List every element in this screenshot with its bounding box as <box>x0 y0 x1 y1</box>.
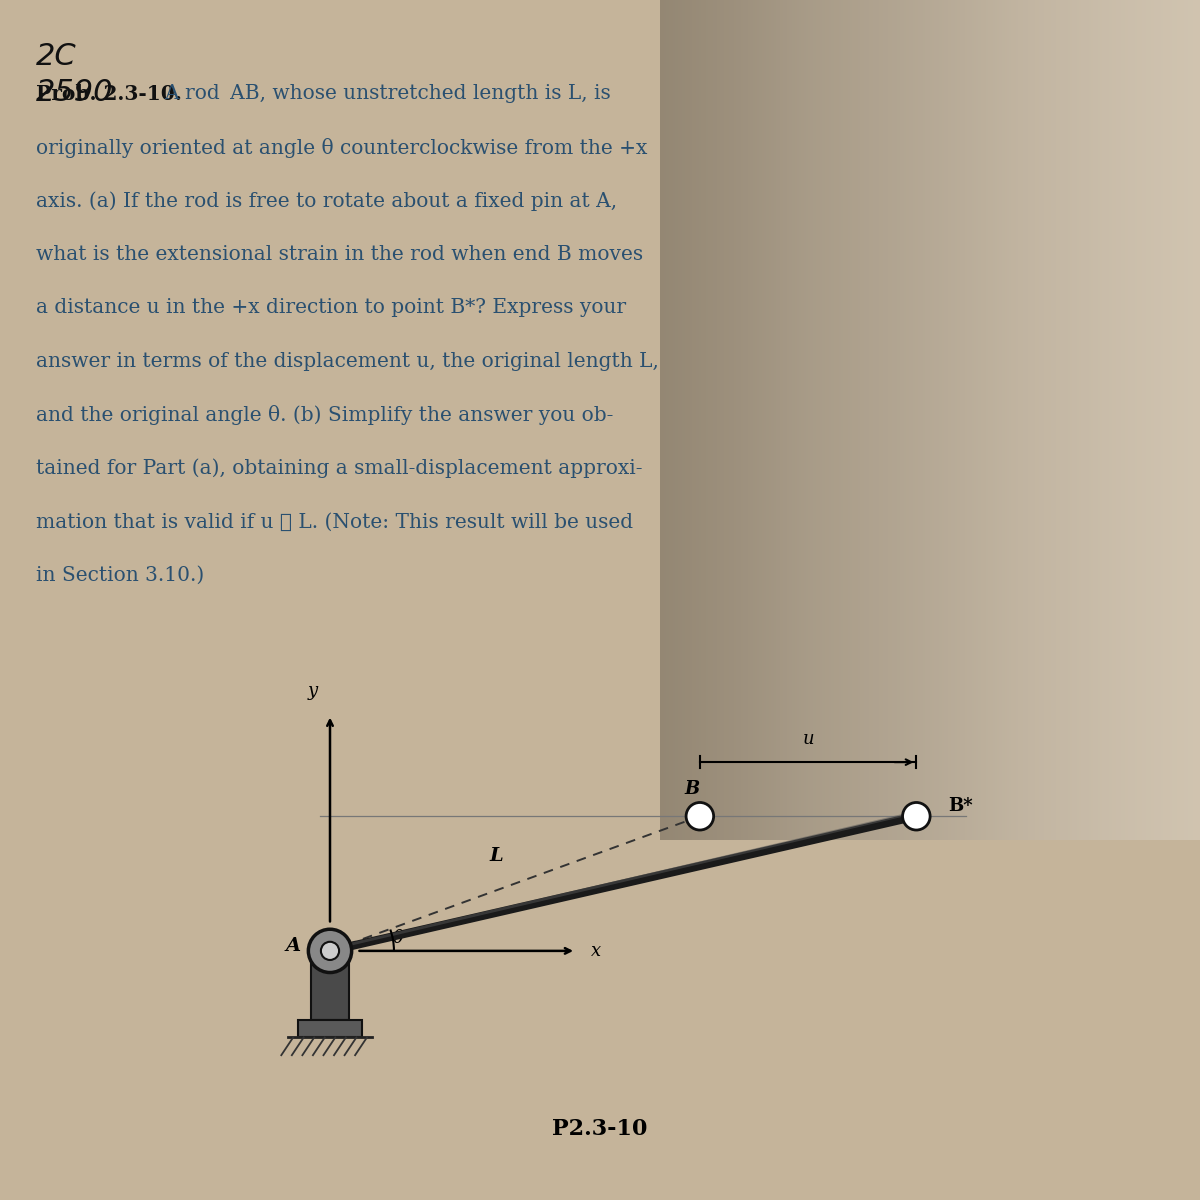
Text: axis. (a) If the rod is free to rotate about a fixed pin at A,: axis. (a) If the rod is free to rotate a… <box>36 191 617 211</box>
Text: u: u <box>803 731 814 749</box>
Circle shape <box>902 803 930 830</box>
Text: what is the extensional strain in the rod when end B moves: what is the extensional strain in the ro… <box>36 245 643 264</box>
Text: θ: θ <box>392 929 403 947</box>
Text: tained for Part (a), obtaining a small-displacement approxi-: tained for Part (a), obtaining a small-d… <box>36 458 642 479</box>
Text: in Section 3.10.): in Section 3.10.) <box>36 566 204 584</box>
Text: mation that is valid if u ≪ L. (Note: This result will be used: mation that is valid if u ≪ L. (Note: Th… <box>36 512 634 532</box>
Text: Prob. 2.3-10.: Prob. 2.3-10. <box>36 84 182 104</box>
Text: answer in terms of the displacement u, the original length L,: answer in terms of the displacement u, t… <box>36 352 659 371</box>
Text: 2C: 2C <box>36 42 77 71</box>
Text: a distance u in the +x direction to point B*? Express your: a distance u in the +x direction to poin… <box>36 298 626 317</box>
Circle shape <box>308 929 352 972</box>
Polygon shape <box>311 949 349 1020</box>
Text: B: B <box>684 780 700 798</box>
Polygon shape <box>298 1020 362 1038</box>
Text: and the original angle θ. (b) Simplify the answer you ob-: and the original angle θ. (b) Simplify t… <box>36 406 613 425</box>
Text: A rod  AB, whose unstretched length is L, is: A rod AB, whose unstretched length is L,… <box>164 84 611 103</box>
Text: originally oriented at angle θ counterclockwise from the +x: originally oriented at angle θ countercl… <box>36 138 647 157</box>
Text: A: A <box>286 937 300 955</box>
Circle shape <box>686 803 714 830</box>
Circle shape <box>320 942 340 960</box>
Text: x: x <box>590 942 601 960</box>
Text: B*: B* <box>948 798 972 816</box>
Text: 2590: 2590 <box>36 78 114 107</box>
Text: P2.3-10: P2.3-10 <box>552 1118 648 1140</box>
Text: L: L <box>490 846 504 864</box>
Text: y: y <box>307 682 317 700</box>
